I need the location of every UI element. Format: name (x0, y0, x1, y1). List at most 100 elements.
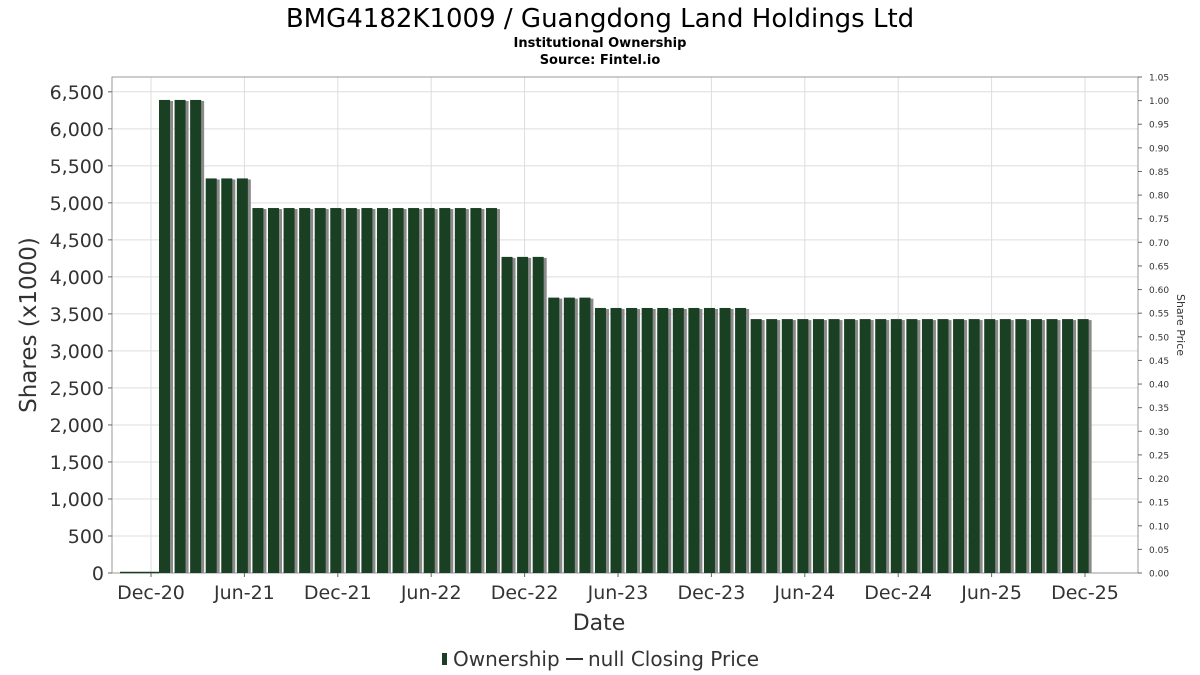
y2-tick-label: 0.40 (1149, 381, 1169, 391)
y2-tick-label: 0.80 (1149, 192, 1169, 202)
y2-tick-label: 0.15 (1149, 499, 1169, 509)
y-tick-label: 3,500 (50, 304, 104, 326)
y-axis-title: Shares (x1000) (16, 237, 42, 413)
ownership-bar (454, 208, 466, 573)
ownership-bar (485, 208, 497, 573)
ownership-bar (719, 307, 731, 573)
legend-ownership-swatch (442, 653, 447, 665)
y2-tick-label: 0.30 (1149, 428, 1169, 438)
ownership-bar (563, 297, 575, 573)
x-tick-label: Dec-22 (491, 582, 559, 604)
y-tick-label: 1,000 (50, 489, 104, 511)
ownership-bar (190, 99, 202, 574)
x-tick-label: Jun-21 (213, 582, 275, 604)
y2-axis-title: Share Price (1174, 294, 1187, 356)
ownership-bar (750, 319, 762, 573)
ownership-bar (470, 208, 482, 573)
ownership-bar (159, 99, 170, 574)
ownership-bar (828, 319, 840, 573)
ownership-bar (423, 208, 435, 573)
ownership-bar (999, 319, 1011, 573)
ownership-bar (283, 208, 295, 573)
ownership-bar (221, 178, 233, 573)
y-tick-label: 5,500 (50, 156, 104, 178)
y2-tick-label: 0.65 (1149, 262, 1169, 272)
y2-tick-label: 0.55 (1149, 310, 1169, 320)
y-axis: 0 500 1,000 1,500 2,000 2,500 3,000 3,500 4,000 4… (50, 82, 112, 585)
ownership-bar (641, 307, 653, 573)
ownership-bar (1046, 319, 1058, 573)
ownership-bar (859, 319, 871, 573)
ownership-bar (703, 307, 715, 573)
y2-tick-label: 0.90 (1149, 144, 1169, 154)
x-axis-title: Date (573, 611, 626, 636)
ownership-bar (439, 208, 451, 573)
ownership-bar (267, 208, 279, 573)
ownership-bar (781, 319, 793, 573)
y-tick-label: 6,000 (50, 119, 104, 141)
ownership-bar (345, 208, 357, 573)
ownership-bar (875, 319, 887, 573)
ownership-bar (844, 319, 856, 573)
ownership-bar (330, 208, 342, 573)
x-tick-label: Dec-21 (304, 582, 372, 604)
y2-tick-label: 0.10 (1149, 522, 1169, 532)
ownership-bar (314, 208, 326, 573)
y-tick-label: 0 (92, 563, 104, 585)
ownership-bar (252, 208, 264, 573)
plot-area-border (111, 76, 1139, 574)
y2-tick-label: 1.05 (1149, 74, 1169, 84)
ownership-bar (532, 256, 544, 573)
y2-tick-label: 0.70 (1149, 239, 1169, 249)
ownership-bar (579, 297, 591, 573)
y-tick-label: 4,000 (50, 267, 104, 289)
x-tick-label: Dec-25 (1051, 582, 1119, 604)
ownership-bar (688, 307, 700, 573)
y2-tick-label: 0.25 (1149, 451, 1169, 461)
ownership-bar (1062, 319, 1074, 573)
ownership-bar (501, 256, 513, 573)
x-tick-label: Dec-23 (677, 582, 745, 604)
ownership-bar (766, 319, 778, 573)
secondary-y-axis: 0.00 0.05 0.10 0.15 0.20 0.25 0.30 0.35 0.40 0.45… (1138, 74, 1169, 580)
ownership-bar (610, 307, 622, 573)
ownership-bar (735, 307, 747, 573)
x-tick-label: Jun-24 (773, 582, 835, 604)
ownership-bar (392, 208, 404, 573)
y-tick-label: 500 (68, 526, 104, 548)
chart-source: Source: Fintel.io (540, 53, 661, 68)
x-axis: Dec-20 Jun-21 Dec-21 Jun-22 Dec-22 Jun-23 Dec-… (117, 573, 1119, 604)
ownership-bar (299, 208, 311, 573)
ownership-bar (1015, 319, 1027, 573)
ownership-bar (937, 319, 949, 573)
x-tick-label: Jun-23 (587, 582, 649, 604)
ownership-bar (953, 319, 965, 573)
legend: Ownership null Closing Price (442, 647, 759, 671)
ownership-bar (548, 297, 560, 573)
ownership-bar (890, 319, 902, 573)
y-tick-label: 2,000 (50, 415, 104, 437)
y2-tick-label: 1.00 (1149, 97, 1169, 107)
chart-subtitle: Institutional Ownership (514, 36, 687, 51)
x-tick-label: Jun-22 (400, 582, 462, 604)
legend-price-label: null Closing Price (588, 647, 759, 671)
ownership-bar (1030, 319, 1042, 573)
y2-tick-label: 0.05 (1149, 546, 1169, 556)
y2-tick-label: 0.75 (1149, 215, 1169, 225)
ownership-bar (361, 208, 373, 573)
x-tick-label: Dec-20 (117, 582, 185, 604)
y2-tick-label: 0.50 (1149, 333, 1169, 343)
ownership-bar (797, 319, 809, 573)
ownership-bar (906, 319, 918, 573)
x-tick-label: Dec-24 (864, 582, 932, 604)
ownership-bar (376, 208, 388, 573)
ownership-bar (968, 319, 980, 573)
y2-tick-label: 0.45 (1149, 357, 1169, 367)
y-tick-label: 3,000 (50, 341, 104, 363)
y2-tick-label: 0.20 (1149, 475, 1169, 485)
y2-tick-label: 0.60 (1149, 286, 1169, 296)
ownership-bar (205, 178, 217, 573)
ownership-bar (657, 307, 669, 573)
y-tick-label: 2,500 (50, 378, 104, 400)
